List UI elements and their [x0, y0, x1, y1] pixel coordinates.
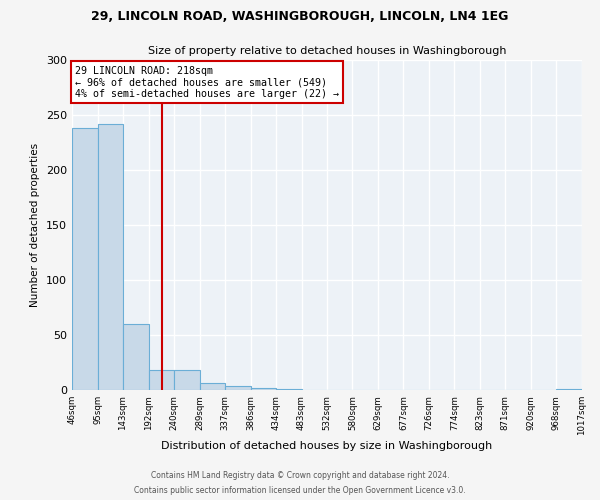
Text: Contains public sector information licensed under the Open Government Licence v3: Contains public sector information licen…	[134, 486, 466, 495]
Text: 29 LINCOLN ROAD: 218sqm
← 96% of detached houses are smaller (549)
4% of semi-de: 29 LINCOLN ROAD: 218sqm ← 96% of detache…	[75, 66, 339, 98]
Bar	[123, 324, 149, 390]
Bar	[98, 124, 123, 390]
Bar	[276, 389, 302, 390]
Bar	[200, 384, 225, 390]
X-axis label: Distribution of detached houses by size in Washingborough: Distribution of detached houses by size …	[161, 441, 493, 451]
Text: 29, LINCOLN ROAD, WASHINGBOROUGH, LINCOLN, LN4 1EG: 29, LINCOLN ROAD, WASHINGBOROUGH, LINCOL…	[91, 10, 509, 23]
Bar	[149, 370, 174, 390]
Y-axis label: Number of detached properties: Number of detached properties	[31, 143, 40, 307]
Bar	[174, 370, 200, 390]
Bar	[251, 388, 276, 390]
Bar	[556, 389, 582, 390]
Bar	[72, 128, 98, 390]
Text: Contains HM Land Registry data © Crown copyright and database right 2024.: Contains HM Land Registry data © Crown c…	[151, 471, 449, 480]
Title: Size of property relative to detached houses in Washingborough: Size of property relative to detached ho…	[148, 46, 506, 56]
Bar	[225, 386, 251, 390]
